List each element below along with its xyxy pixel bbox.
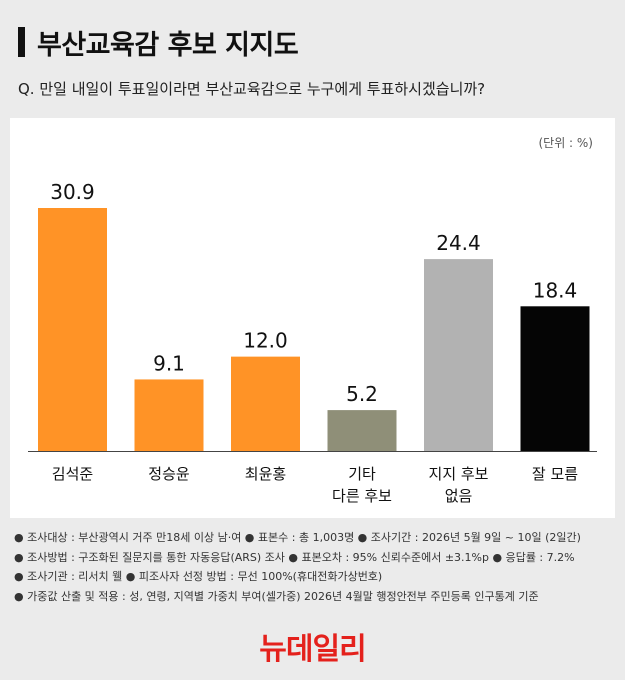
bar [38,208,107,451]
title-block: 부산교육감 후보 지지도 [18,22,299,62]
bar [231,356,300,451]
unit-label: (단위 : %) [538,136,593,150]
value-label: 12.0 [243,329,288,353]
note-line: ● 조사대상 : 부산광역시 거주 만18세 이상 남·여 ● 표본수 : 총 … [14,531,581,544]
value-label: 18.4 [533,278,578,302]
survey-notes: ● 조사대상 : 부산광역시 거주 만18세 이상 남·여 ● 표본수 : 총 … [14,528,581,606]
category-label: 기타 [348,465,376,483]
note-line: ● 조사방법 : 구조화된 질문지를 통한 자동응답(ARS) 조사 ● 표본오… [14,550,575,564]
publisher-logo: 뉴데일리 [259,632,366,667]
survey-question: Q. 만일 내일이 투표일이라면 부산교육감으로 누구에게 투표하시겠습니까? [18,80,486,98]
note-line: ● 가중값 산출 및 적용 : 성, 연령, 지역별 가중치 부여(셀가중) 2… [14,589,539,603]
value-label: 5.2 [346,382,378,406]
title-marker [18,27,25,57]
category-label: 없음 [445,487,473,505]
bar [424,259,493,451]
note-line: ● 조사기관 : 리서치 웰 ● 피조사자 선정 방법 : 무선 100%(휴대… [14,570,383,583]
category-label: 김석준 [52,465,94,483]
bar [134,379,204,451]
category-label: 지지 후보 [429,465,489,483]
value-label: 24.4 [436,231,481,255]
page-title: 부산교육감 후보 지지도 [37,29,299,61]
bar [327,410,397,451]
category-label: 다른 후보 [332,487,392,505]
category-label: 최윤홍 [245,465,286,483]
bar [520,306,590,451]
category-label: 잘 모름 [532,465,578,483]
value-label: 9.1 [153,351,185,375]
value-label: 30.9 [50,180,95,204]
category-label: 정승윤 [148,465,190,483]
